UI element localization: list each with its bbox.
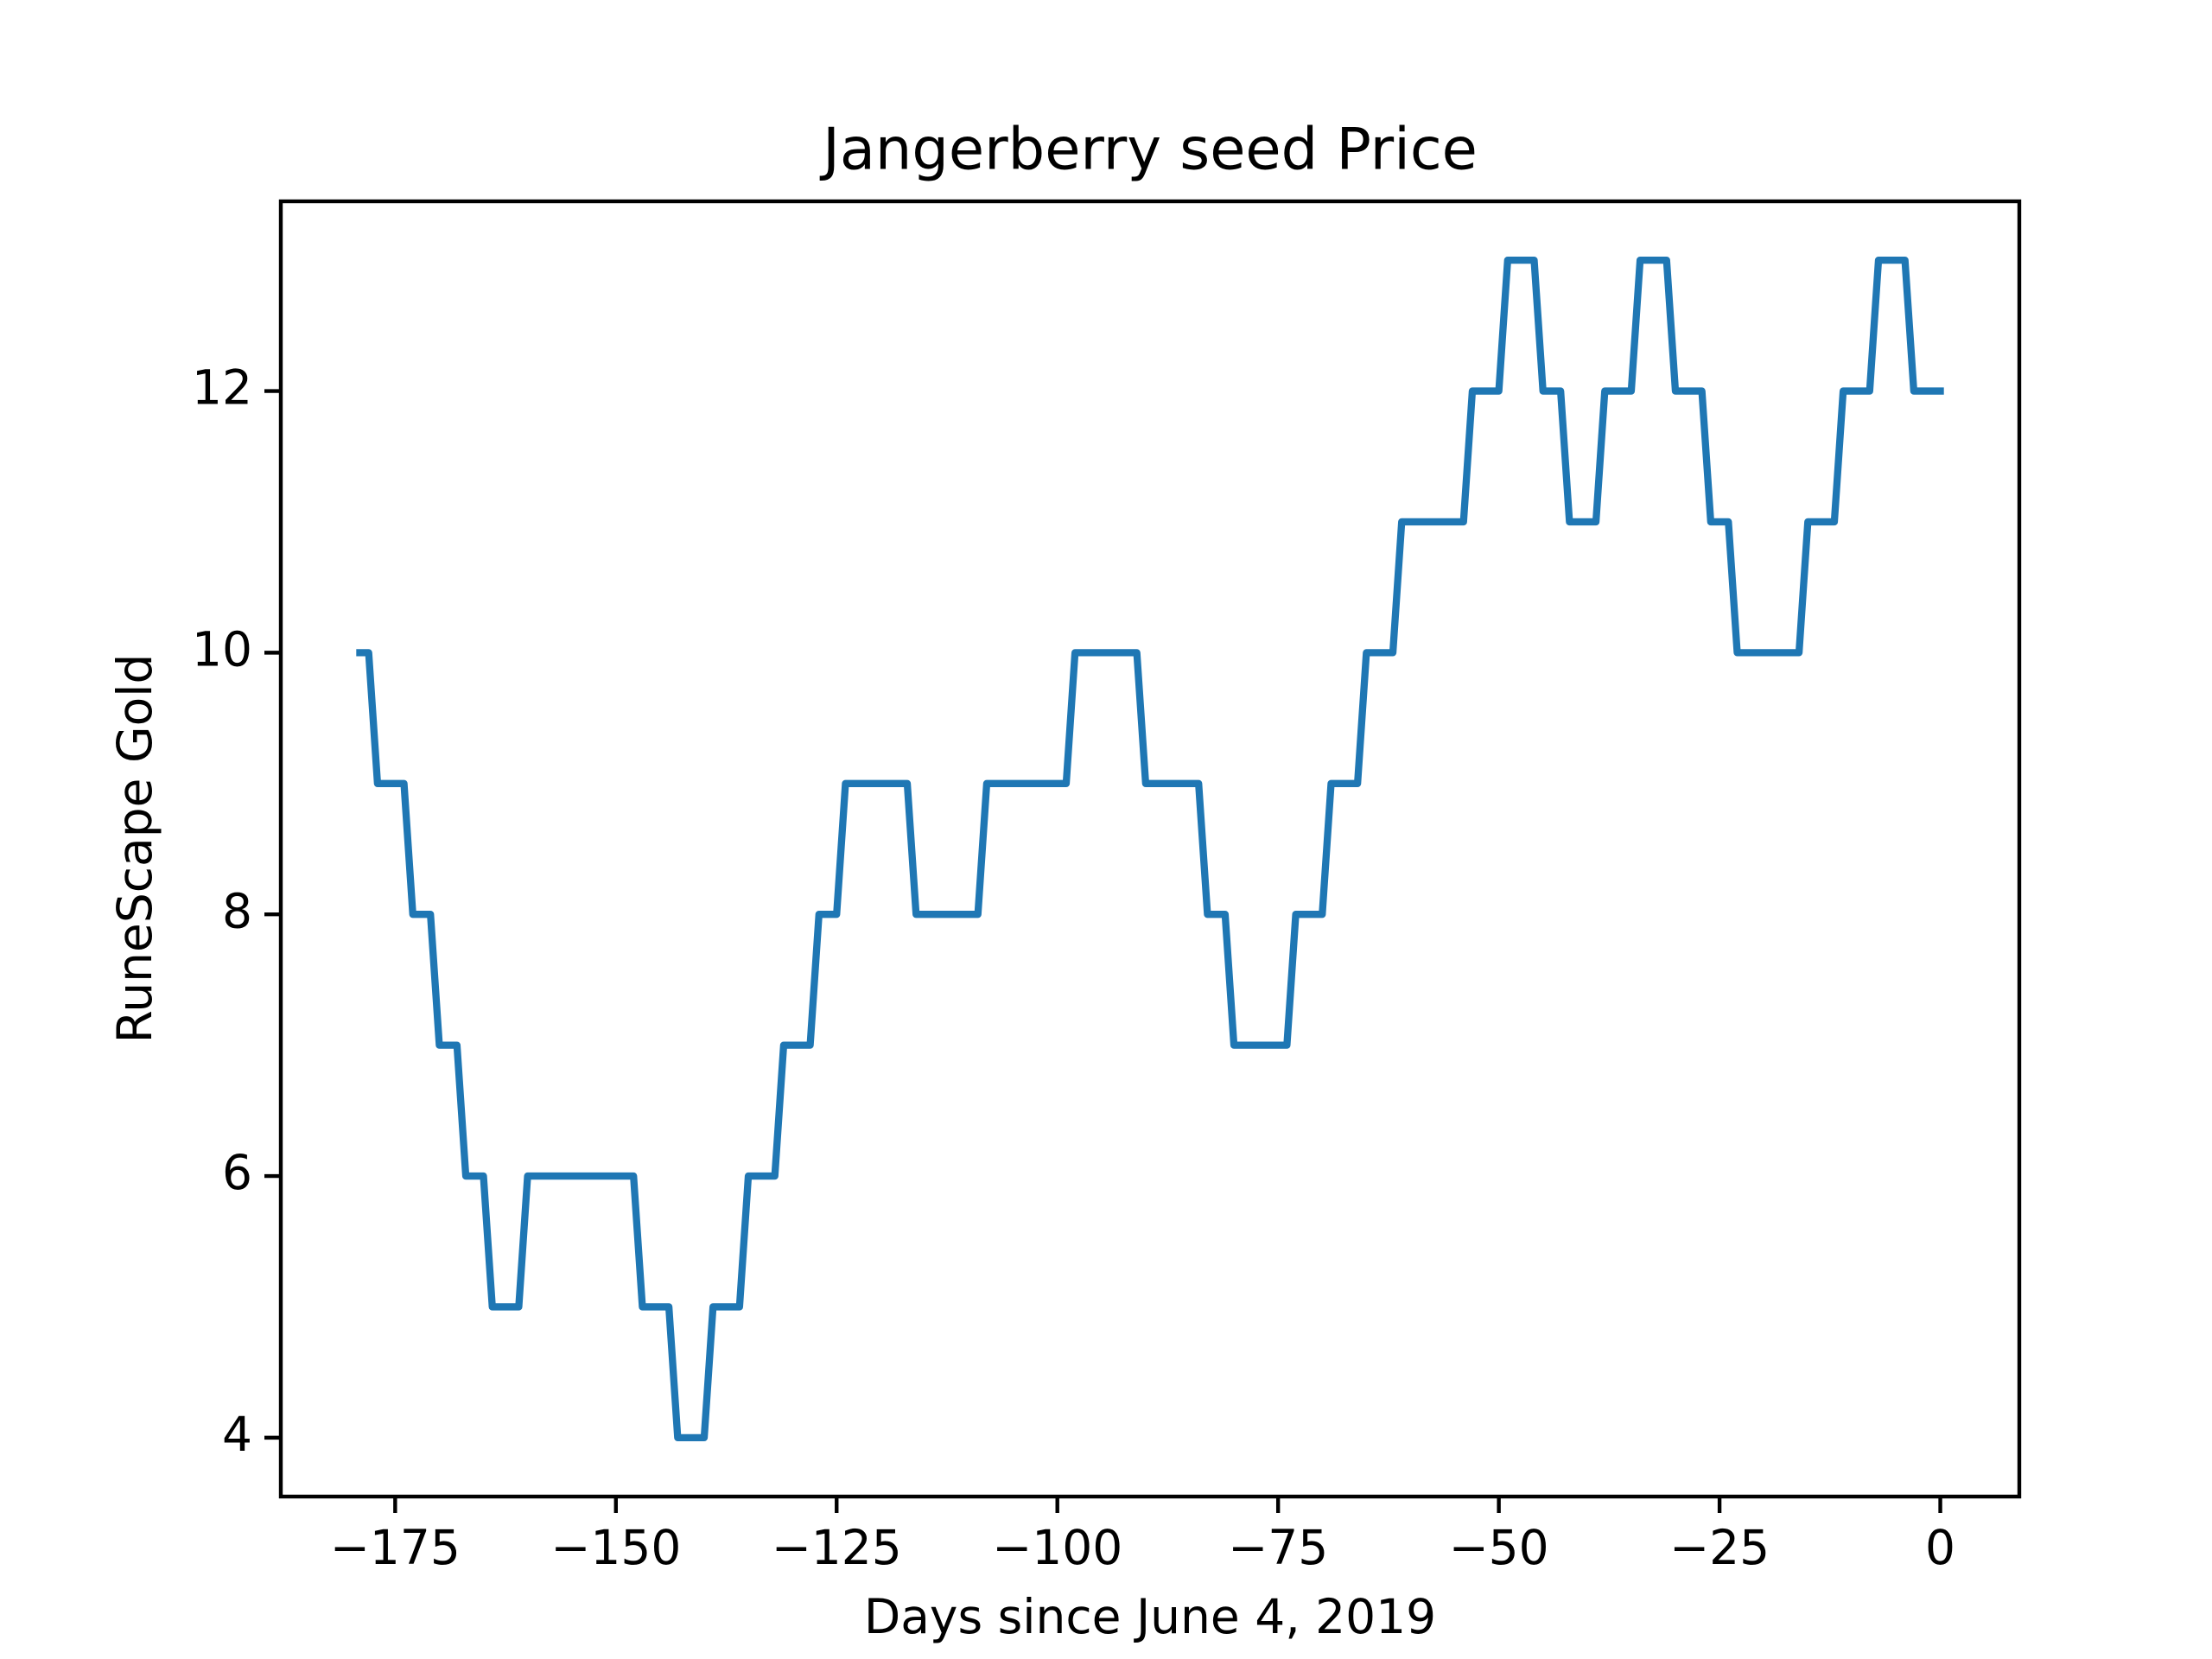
x-tick-label: −100 [992,1520,1122,1575]
x-tick-label: 0 [1925,1520,1955,1575]
x-tick-label: −150 [550,1520,681,1575]
y-tick-label: 12 [192,360,252,416]
x-tick-label: −75 [1228,1520,1328,1575]
x-tick-label: −50 [1449,1520,1549,1575]
y-tick-label: 8 [222,883,252,938]
x-tick-label: −25 [1669,1520,1770,1575]
y-tick-label: 4 [222,1407,252,1462]
x-tick-label: −175 [330,1520,461,1575]
x-tick-label: −125 [772,1520,902,1575]
price-line [356,256,1944,1442]
chart-title: Jangerberry seed Price [819,116,1478,183]
y-tick-label: 10 [192,622,252,677]
y-axis-label: RuneScape Gold [107,654,162,1044]
axes-frame [278,199,2022,1499]
y-tick-label: 6 [222,1145,252,1200]
x-axis-label: Days since June 4, 2019 [864,1589,1436,1644]
